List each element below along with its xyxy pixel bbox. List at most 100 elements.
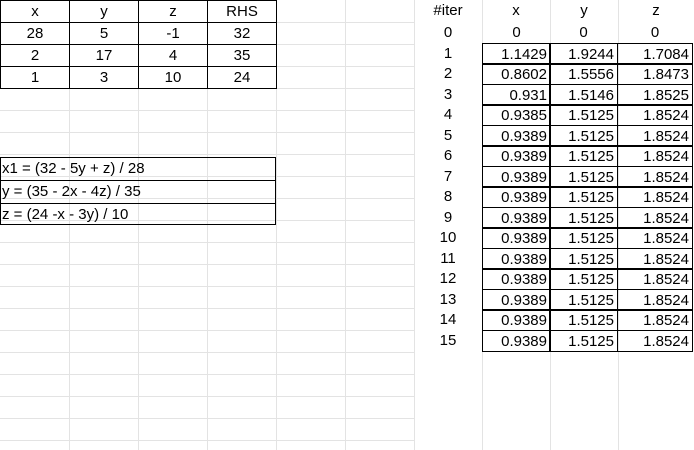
- coef-header-x[interactable]: x: [0, 0, 70, 23]
- iter-number-cell[interactable]: 13: [439, 291, 457, 308]
- gridline: [0, 352, 414, 353]
- iter-number-cell[interactable]: 0: [443, 24, 453, 41]
- gridline: [618, 0, 619, 450]
- iter-x-cell[interactable]: 0.9389: [482, 248, 551, 270]
- iter-y-cell[interactable]: 1.5125: [549, 145, 618, 167]
- iter-x-cell[interactable]: 0.9389: [482, 289, 551, 311]
- iter-z-cell[interactable]: 1.8524: [617, 309, 693, 331]
- iter-x-cell[interactable]: 0.8602: [482, 63, 551, 85]
- iter-x-cell[interactable]: 0.9389: [482, 227, 551, 249]
- iter-header-x[interactable]: x: [512, 2, 520, 19]
- iter-z-cell[interactable]: 1.8524: [617, 330, 693, 352]
- coef-cell[interactable]: 3: [69, 66, 139, 89]
- coef-cell[interactable]: 28: [0, 22, 70, 45]
- iter-number-cell[interactable]: 1: [443, 45, 453, 62]
- iter-x-cell[interactable]: 0.9389: [482, 309, 551, 331]
- formula-x[interactable]: x1 = (32 - 5y + z) / 28: [2, 160, 145, 177]
- iter-header-y[interactable]: y: [580, 2, 588, 19]
- gridline: [0, 418, 414, 419]
- iter-y-cell[interactable]: 0: [579, 24, 588, 41]
- iter-y-cell[interactable]: 1.5125: [549, 309, 618, 331]
- coef-cell[interactable]: 17: [69, 44, 139, 67]
- iter-x-cell[interactable]: 0.9389: [482, 207, 551, 229]
- iter-z-cell[interactable]: 0: [650, 24, 660, 41]
- iter-z-cell[interactable]: 1.8524: [617, 248, 693, 270]
- iter-y-cell[interactable]: 1.5125: [549, 104, 618, 126]
- iter-y-cell[interactable]: 1.5125: [549, 125, 618, 147]
- iter-number-cell[interactable]: 12: [439, 270, 457, 287]
- iter-number-cell[interactable]: 6: [443, 147, 453, 164]
- coef-header-y[interactable]: y: [69, 0, 139, 23]
- iter-z-cell[interactable]: 1.8524: [617, 166, 693, 188]
- iter-z-cell[interactable]: 1.8524: [617, 104, 693, 126]
- iter-z-cell[interactable]: 1.7084: [617, 43, 693, 65]
- formula-z[interactable]: z = (24 -x - 3y) / 10: [2, 206, 129, 223]
- gridline: [138, 0, 139, 450]
- iter-y-cell[interactable]: 1.5125: [549, 186, 618, 208]
- iter-header-iter[interactable]: #iter: [433, 2, 463, 19]
- iter-number-cell[interactable]: 9: [443, 209, 453, 226]
- iter-y-cell[interactable]: 1.5125: [549, 166, 618, 188]
- coef-cell[interactable]: 1: [0, 66, 70, 89]
- iter-header-z[interactable]: z: [652, 2, 660, 19]
- iter-number-cell[interactable]: 15: [439, 332, 457, 349]
- iter-z-cell[interactable]: 1.8524: [617, 289, 693, 311]
- iter-z-cell[interactable]: 1.8524: [617, 227, 693, 249]
- gridline: [0, 198, 414, 199]
- iter-y-cell[interactable]: 1.9244: [549, 43, 618, 65]
- iter-x-cell[interactable]: 0.9389: [482, 186, 551, 208]
- iter-number-cell[interactable]: 14: [439, 311, 457, 328]
- iter-y-cell[interactable]: 1.5125: [549, 248, 618, 270]
- iter-z-cell[interactable]: 1.8524: [617, 207, 693, 229]
- iter-x-cell[interactable]: 0.9385: [482, 104, 551, 126]
- iter-y-cell[interactable]: 1.5125: [549, 289, 618, 311]
- iter-y-cell[interactable]: 1.5125: [549, 207, 618, 229]
- iter-number-cell[interactable]: 11: [440, 250, 456, 267]
- gridline: [0, 308, 414, 309]
- formula-divider: [0, 180, 276, 181]
- iter-y-cell[interactable]: 1.5125: [549, 268, 618, 290]
- iter-z-cell[interactable]: 1.8525: [617, 84, 693, 106]
- iter-x-cell[interactable]: 0.931: [482, 84, 551, 106]
- coef-header-rhs[interactable]: RHS: [207, 0, 277, 23]
- iter-number-cell[interactable]: 2: [443, 65, 453, 82]
- coef-cell[interactable]: 24: [207, 66, 277, 89]
- gridline: [0, 220, 414, 221]
- iter-x-cell[interactable]: 0.9389: [482, 166, 551, 188]
- coef-cell[interactable]: 4: [138, 44, 208, 67]
- coef-cell[interactable]: 5: [69, 22, 139, 45]
- iter-x-cell[interactable]: 0.9389: [482, 330, 551, 352]
- formula-y[interactable]: y = (35 - 2x - 4z) / 35: [2, 183, 141, 200]
- iter-number-cell[interactable]: 10: [439, 229, 457, 246]
- iter-y-cell[interactable]: 1.5125: [549, 330, 618, 352]
- gridline: [69, 0, 70, 450]
- coef-cell[interactable]: 35: [207, 44, 277, 67]
- iter-z-cell[interactable]: 1.8524: [617, 268, 693, 290]
- coef-cell[interactable]: 10: [138, 66, 208, 89]
- iter-y-cell[interactable]: 1.5556: [549, 63, 618, 85]
- iter-x-cell[interactable]: 1.1429: [482, 43, 551, 65]
- iter-x-cell[interactable]: 0: [512, 24, 521, 41]
- iter-z-cell[interactable]: 1.8524: [617, 125, 693, 147]
- iter-x-cell[interactable]: 0.9389: [482, 268, 551, 290]
- iter-z-cell[interactable]: 1.8473: [617, 63, 693, 85]
- iter-y-cell[interactable]: 1.5146: [549, 84, 618, 106]
- iter-number-cell[interactable]: 8: [443, 188, 453, 205]
- iter-z-cell[interactable]: 1.8524: [617, 186, 693, 208]
- coef-cell[interactable]: 32: [207, 22, 277, 45]
- coef-cell[interactable]: -1: [138, 22, 208, 45]
- formula-box: [0, 157, 276, 225]
- iter-number-cell[interactable]: 4: [443, 106, 453, 123]
- iter-number-cell[interactable]: 3: [443, 86, 453, 103]
- coef-header-z[interactable]: z: [138, 0, 208, 23]
- iter-x-cell[interactable]: 0.9389: [482, 125, 551, 147]
- gridline: [0, 176, 414, 177]
- gridline: [207, 0, 208, 450]
- iter-z-cell[interactable]: 1.8524: [617, 145, 693, 167]
- coef-cell[interactable]: 2: [0, 44, 70, 67]
- iter-number-cell[interactable]: 5: [443, 127, 453, 144]
- iter-number-cell[interactable]: 7: [443, 168, 453, 185]
- iter-x-cell[interactable]: 0.9389: [482, 145, 551, 167]
- iter-y-cell[interactable]: 1.5125: [549, 227, 618, 249]
